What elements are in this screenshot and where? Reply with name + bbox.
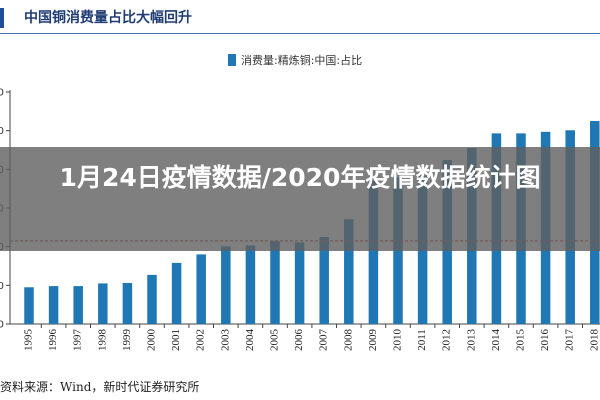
x-tick-label: 2018 xyxy=(588,329,600,352)
bar-1996 xyxy=(48,286,59,324)
bar-2004 xyxy=(245,245,256,324)
x-tick-label: 2010 xyxy=(392,329,404,352)
x-tick-label: 2014 xyxy=(490,329,502,352)
x-tick-label: 2007 xyxy=(318,329,330,352)
bar-1997 xyxy=(73,286,83,324)
x-tick-label: 1997 xyxy=(72,329,84,352)
y-tick-label: 60 xyxy=(0,88,4,99)
x-tick-label: 2002 xyxy=(195,329,207,351)
x-tick-label: 2012 xyxy=(441,329,453,351)
x-tick-label: 1998 xyxy=(96,329,108,352)
bar-2001 xyxy=(171,262,182,324)
title-overlay-banner: 1月24日疫情数据/2020年疫情数据统计图 xyxy=(0,147,600,251)
x-tick-label: 2001 xyxy=(170,329,182,351)
y-tick-label: 0 xyxy=(0,320,4,331)
bar-2009 xyxy=(368,178,379,324)
x-tick-label: 2015 xyxy=(515,329,527,352)
x-tick-label: 2011 xyxy=(416,329,428,351)
x-tick-label: 2016 xyxy=(539,329,551,352)
x-tick-label: 1995 xyxy=(23,329,35,352)
bar-2003 xyxy=(221,246,231,324)
legend-label: 消费量:精炼铜:中国:占比 xyxy=(241,54,363,67)
bar-2000 xyxy=(147,274,157,324)
x-tick-label: 2004 xyxy=(244,329,256,352)
y-tick-label: 10 xyxy=(0,281,4,292)
chart-legend: 消费量:精炼铜:中国:占比 xyxy=(228,52,362,68)
bar-2002 xyxy=(196,254,206,324)
x-tick-label: 2003 xyxy=(219,329,231,352)
report-header: 中国铜消费量占比大幅回升 xyxy=(0,0,600,36)
bar-1999 xyxy=(122,283,133,324)
bar-2008 xyxy=(344,219,354,324)
x-tick-label: 2008 xyxy=(342,329,354,352)
header-accent-bar xyxy=(0,8,4,28)
x-tick-label: 2006 xyxy=(293,329,305,352)
bar-1995 xyxy=(24,287,34,324)
overlay-title: 1月24日疫情数据/2020年疫情数据统计图 xyxy=(59,163,541,192)
x-tick-label: 1996 xyxy=(47,329,59,352)
source-note: 资料来源：Wind，新时代证券研究所 xyxy=(0,380,200,394)
bar-2005 xyxy=(270,241,280,324)
legend-swatch xyxy=(228,54,236,66)
chart-title: 中国铜消费量占比大幅回升 xyxy=(24,10,192,26)
x-tick-label: 2005 xyxy=(269,329,281,352)
header-divider xyxy=(0,33,600,34)
bar-2006 xyxy=(294,242,305,324)
bar-2007 xyxy=(319,237,329,324)
x-tick-label: 2000 xyxy=(146,329,158,352)
x-tick-label: 2017 xyxy=(564,329,576,352)
bar-1998 xyxy=(98,283,108,324)
x-tick-label: 2009 xyxy=(367,329,379,352)
x-tick-label: 1999 xyxy=(121,329,133,352)
x-tick-label: 2013 xyxy=(465,329,477,352)
y-tick-label: 50 xyxy=(0,126,4,137)
